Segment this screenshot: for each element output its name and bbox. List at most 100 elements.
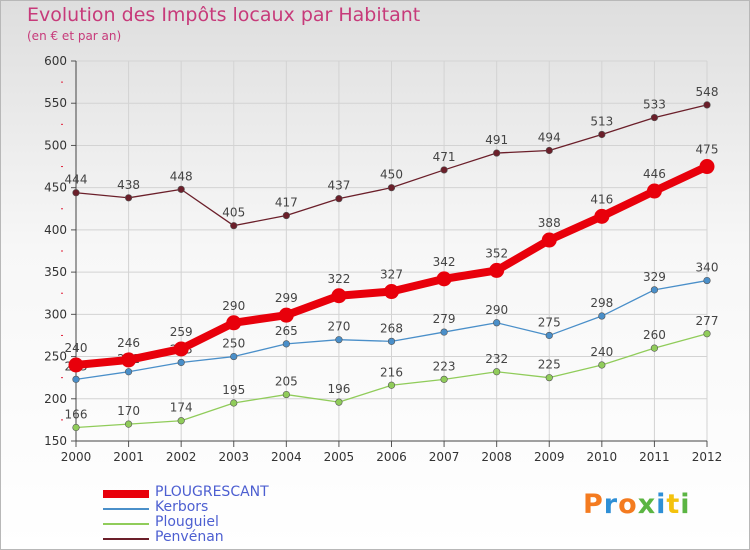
data-point-plougrescant (68, 357, 84, 373)
data-point-kerbors (598, 312, 606, 320)
data-point-plouguiel (387, 381, 396, 389)
legend-label: Kerbors (155, 499, 209, 515)
x-tick-label: 2002 (166, 450, 197, 464)
data-point-plouguiel (703, 330, 711, 338)
data-point-penvenan (440, 166, 448, 174)
data-point-plouguiel (650, 344, 659, 352)
x-tick-label: 2005 (324, 450, 355, 464)
data-point-plougrescant (541, 232, 557, 248)
data-label-plouguiel: 174 (170, 401, 193, 415)
data-point-plougrescant (384, 284, 399, 300)
data-label-plougrescant: 416 (590, 192, 613, 206)
legend-swatch (103, 523, 149, 525)
data-label-plouguiel: 277 (696, 314, 719, 328)
y-tick-label: 550 (44, 96, 67, 110)
data-point-plouguiel (440, 375, 448, 383)
x-tick-label: 2009 (534, 450, 565, 464)
data-point-kerbors (230, 352, 238, 361)
data-label-penvenan: 533 (643, 98, 666, 112)
data-label-kerbors: 340 (696, 261, 719, 275)
x-tick-label: 2012 (692, 450, 723, 464)
data-label-penvenan: 438 (117, 178, 140, 192)
data-point-kerbors (387, 337, 396, 345)
y-tick-label: 500 (44, 138, 67, 152)
data-point-kerbors (124, 368, 133, 376)
data-point-plougrescant (121, 352, 137, 368)
x-tick-label: 2006 (376, 450, 407, 464)
data-label-penvenan: 513 (590, 114, 613, 128)
data-point-penvenan (703, 101, 711, 109)
logo-letter: i (656, 489, 667, 520)
data-point-plougrescant (436, 271, 452, 287)
x-tick-label: 2003 (218, 450, 249, 464)
data-point-penvenan (335, 195, 343, 203)
data-point-penvenan (282, 211, 290, 220)
data-label-plouguiel: 223 (433, 359, 456, 373)
data-label-kerbors: 265 (275, 324, 298, 338)
data-label-plougrescant: 388 (538, 216, 561, 230)
data-point-kerbors (545, 331, 553, 340)
data-point-penvenan (545, 146, 553, 155)
y-tick-label: 200 (44, 392, 67, 406)
data-label-plouguiel: 225 (538, 358, 561, 372)
y-tick-label: 250 (44, 350, 67, 364)
data-label-plouguiel: 216 (380, 365, 403, 379)
data-point-plougrescant (173, 341, 189, 357)
proxiti-logo: Proxiti (583, 489, 691, 520)
data-label-plouguiel: 260 (643, 328, 666, 342)
data-label-plouguiel: 195 (222, 383, 245, 397)
logo-letter: P (583, 489, 604, 520)
legend-swatch (103, 490, 149, 498)
data-label-plougrescant: 352 (485, 246, 508, 260)
data-point-penvenan (72, 189, 80, 197)
logo-letter: x (637, 489, 657, 520)
y-tick-label: 300 (44, 307, 67, 321)
data-label-plougrescant: 299 (275, 291, 298, 305)
logo-letter: t (666, 489, 681, 520)
data-label-kerbors: 298 (590, 296, 613, 310)
data-point-plougrescant (594, 208, 610, 224)
data-point-penvenan (124, 194, 133, 202)
data-label-plouguiel: 196 (327, 382, 350, 396)
data-point-plougrescant (226, 315, 242, 331)
data-label-plouguiel: 166 (65, 407, 88, 421)
data-label-kerbors: 250 (222, 337, 245, 351)
data-label-plougrescant: 342 (433, 255, 456, 269)
data-point-penvenan (598, 130, 606, 139)
data-label-plougrescant: 322 (327, 272, 350, 286)
data-point-kerbors (72, 375, 80, 383)
data-label-penvenan: 448 (170, 169, 193, 183)
data-point-plougrescant (646, 183, 662, 199)
logo-letter: i (680, 489, 691, 520)
data-point-kerbors (440, 328, 448, 336)
data-label-plougrescant: 240 (65, 341, 88, 355)
data-point-kerbors (177, 358, 185, 367)
logo-letter: r (603, 489, 619, 520)
data-label-penvenan: 437 (327, 179, 350, 193)
data-point-penvenan (177, 185, 185, 193)
data-label-kerbors: 290 (485, 303, 508, 317)
data-point-plouguiel (335, 398, 343, 406)
data-label-plougrescant: 290 (222, 299, 245, 313)
data-point-penvenan (387, 184, 396, 192)
data-point-kerbors (335, 336, 343, 344)
y-tick-label: 600 (44, 54, 67, 68)
data-label-plouguiel: 232 (485, 352, 508, 366)
data-label-penvenan: 548 (696, 85, 719, 99)
data-point-kerbors (493, 319, 501, 327)
data-point-plouguiel (493, 368, 501, 376)
data-label-plouguiel: 205 (275, 375, 298, 389)
data-label-plougrescant: 327 (380, 268, 403, 282)
data-point-kerbors (282, 340, 290, 348)
y-tick-label: 400 (44, 223, 67, 237)
data-point-plouguiel (282, 390, 290, 399)
data-point-kerbors (650, 286, 659, 294)
data-label-plouguiel: 240 (590, 345, 613, 359)
legend-label: Plouguiel (155, 514, 219, 530)
data-label-kerbors: 329 (643, 270, 666, 284)
legend-label: Penvénan (155, 529, 224, 545)
data-point-plouguiel (545, 374, 553, 382)
y-tick-label: 450 (44, 181, 67, 195)
